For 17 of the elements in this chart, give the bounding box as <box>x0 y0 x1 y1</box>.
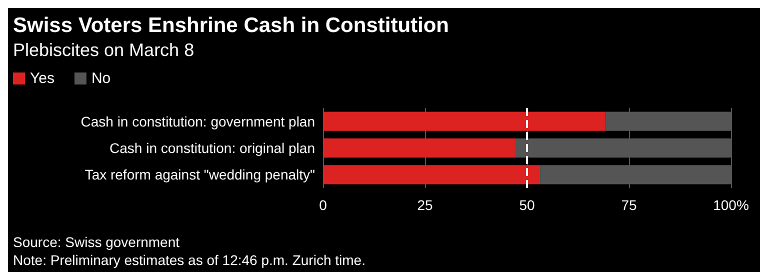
bar <box>323 165 540 184</box>
legend-label: No <box>91 70 111 87</box>
y-tick-label: Tax reform against "wedding penalty" <box>84 166 316 183</box>
text: Plebiscites on March 8 <box>13 40 194 60</box>
legend-label: Yes <box>30 70 54 87</box>
source-note: Source: Swiss government <box>13 234 180 250</box>
y-tick-label: Cash in constitution: government plan <box>80 113 315 130</box>
x-tick-label: 100% <box>713 197 749 213</box>
y-tick-label: Cash in constitution: original plan <box>110 140 315 156</box>
chart-title: Swiss Voters Enshrine Cash in Constitution <box>13 14 450 37</box>
bar <box>323 138 516 158</box>
x-tick-label: 50 <box>519 197 535 213</box>
x-tick-label: 25 <box>417 197 433 213</box>
text: Note: Preliminary estimates as of 12:46 p.m. Zurich time. <box>13 252 366 268</box>
x-tick-label: 0 <box>319 197 328 213</box>
bar <box>323 112 606 131</box>
x-tick-label: 75 <box>621 197 637 213</box>
